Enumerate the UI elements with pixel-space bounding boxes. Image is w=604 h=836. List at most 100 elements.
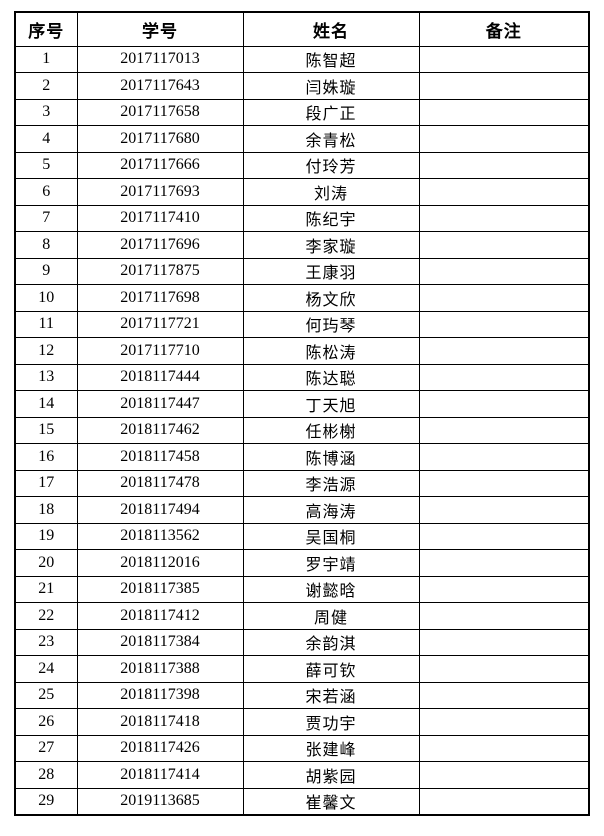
name-cell: 任彬榭 [242, 416, 420, 444]
remark-cell [418, 469, 590, 497]
name-cell: 李家璇 [242, 231, 420, 259]
table-row: 21 2018117385 谢懿晗 [14, 575, 590, 603]
table-row: 9 2017117875 王康羽 [14, 257, 590, 285]
table-header: 序号 学号 姓名 备注 [14, 11, 590, 47]
student-id-cell: 2017117013 [76, 45, 244, 73]
remark-cell [418, 310, 590, 338]
table-row: 2 2017117643 闫姝璇 [14, 72, 590, 100]
remark-cell [418, 98, 590, 126]
index-cell: 15 [14, 416, 78, 444]
index-cell: 17 [14, 469, 78, 497]
name-cell: 李浩源 [242, 469, 420, 497]
remark-cell [418, 363, 590, 391]
student-id-cell: 2018117398 [76, 681, 244, 709]
student-id-cell: 2019113685 [76, 787, 244, 815]
name-cell: 谢懿晗 [242, 575, 420, 603]
table-row: 5 2017117666 付玲芳 [14, 151, 590, 179]
table-row: 27 2018117426 张建峰 [14, 734, 590, 762]
name-cell: 陈松涛 [242, 337, 420, 365]
student-id-cell: 2017117658 [76, 98, 244, 126]
remark-cell [418, 125, 590, 153]
table-row: 28 2018117414 胡紫园 [14, 761, 590, 789]
table-body: 1 2017117013 陈智超 2 2017117643 闫姝璇 3 2017117658 段… [14, 45, 590, 815]
index-cell: 25 [14, 681, 78, 709]
student-id-cell: 2018117384 [76, 628, 244, 656]
student-id-cell: 2018117414 [76, 761, 244, 789]
index-cell: 27 [14, 734, 78, 762]
student-id-cell: 2017117693 [76, 178, 244, 206]
student-id-cell: 2018113562 [76, 522, 244, 550]
name-cell: 陈纪宇 [242, 204, 420, 232]
remark-cell [418, 416, 590, 444]
student-id-cell: 2018117412 [76, 602, 244, 630]
remark-cell [418, 284, 590, 312]
name-cell: 陈达聪 [242, 363, 420, 391]
name-cell: 薛可钦 [242, 655, 420, 683]
remark-cell [418, 337, 590, 365]
name-cell: 周健 [242, 602, 420, 630]
remark-cell [418, 231, 590, 259]
index-cell: 9 [14, 257, 78, 285]
table-row: 24 2018117388 薛可钦 [14, 655, 590, 683]
student-id-cell: 2018117388 [76, 655, 244, 683]
table-row: 13 2018117444 陈达聪 [14, 363, 590, 391]
student-id-cell: 2018117478 [76, 469, 244, 497]
student-roster-table: 序号 学号 姓名 备注 1 2017117013 陈智超 2 2017117643 闫姝璇… [14, 11, 590, 816]
index-cell: 7 [14, 204, 78, 232]
table-row: 6 2017117693 刘涛 [14, 178, 590, 206]
student-id-cell: 2017117875 [76, 257, 244, 285]
name-cell: 何玙琴 [242, 310, 420, 338]
index-cell: 22 [14, 602, 78, 630]
index-cell: 28 [14, 761, 78, 789]
index-cell: 5 [14, 151, 78, 179]
index-cell: 29 [14, 787, 78, 815]
student-id-cell: 2018117447 [76, 390, 244, 418]
table-row: 19 2018113562 吴国桐 [14, 522, 590, 550]
remark-cell [418, 628, 590, 656]
table-row: 22 2018117412 周健 [14, 602, 590, 630]
name-cell: 闫姝璇 [242, 72, 420, 100]
student-id-cell: 2018117426 [76, 734, 244, 762]
index-cell: 23 [14, 628, 78, 656]
index-cell: 3 [14, 98, 78, 126]
table-row: 16 2018117458 陈博涵 [14, 443, 590, 471]
index-cell: 10 [14, 284, 78, 312]
header-remark: 备注 [418, 11, 590, 47]
student-id-cell: 2017117696 [76, 231, 244, 259]
remark-cell [418, 45, 590, 73]
student-id-cell: 2017117680 [76, 125, 244, 153]
index-cell: 1 [14, 45, 78, 73]
index-cell: 13 [14, 363, 78, 391]
index-cell: 18 [14, 496, 78, 524]
name-cell: 罗宇靖 [242, 549, 420, 577]
name-cell: 张建峰 [242, 734, 420, 762]
remark-cell [418, 681, 590, 709]
name-cell: 段广正 [242, 98, 420, 126]
index-cell: 2 [14, 72, 78, 100]
index-cell: 16 [14, 443, 78, 471]
name-cell: 贾功宇 [242, 708, 420, 736]
remark-cell [418, 787, 590, 815]
remark-cell [418, 761, 590, 789]
index-cell: 20 [14, 549, 78, 577]
name-cell: 胡紫园 [242, 761, 420, 789]
name-cell: 杨文欣 [242, 284, 420, 312]
remark-cell [418, 575, 590, 603]
name-cell: 高海涛 [242, 496, 420, 524]
index-cell: 8 [14, 231, 78, 259]
student-id-cell: 2017117410 [76, 204, 244, 232]
table-row: 25 2018117398 宋若涵 [14, 681, 590, 709]
name-cell: 陈博涵 [242, 443, 420, 471]
table-row: 1 2017117013 陈智超 [14, 45, 590, 73]
table-row: 14 2018117447 丁天旭 [14, 390, 590, 418]
student-id-cell: 2018117385 [76, 575, 244, 603]
name-cell: 刘涛 [242, 178, 420, 206]
table-row: 4 2017117680 余青松 [14, 125, 590, 153]
table-header-row: 序号 学号 姓名 备注 [14, 11, 590, 47]
student-id-cell: 2018112016 [76, 549, 244, 577]
table-row: 29 2019113685 崔馨文 [14, 787, 590, 815]
header-name: 姓名 [242, 11, 420, 47]
student-id-cell: 2017117698 [76, 284, 244, 312]
table-row: 12 2017117710 陈松涛 [14, 337, 590, 365]
remark-cell [418, 496, 590, 524]
